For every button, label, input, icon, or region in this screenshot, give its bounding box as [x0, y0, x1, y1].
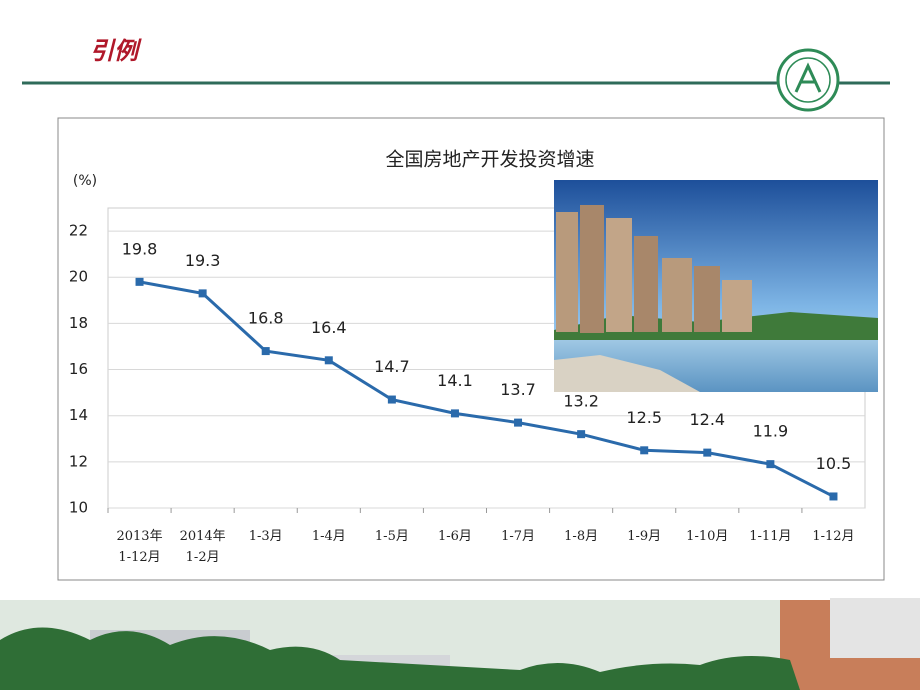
- point: [198, 289, 207, 298]
- x-tick-label: 1-12月: [812, 529, 855, 544]
- y-tick-label: 12: [69, 452, 88, 470]
- point: [324, 356, 333, 365]
- data-label: 11.9: [753, 422, 789, 441]
- data-label: 16.8: [248, 309, 284, 328]
- data-label: 14.1: [437, 371, 473, 390]
- x-tick-label: 1-5月: [374, 529, 409, 544]
- x-tick-label: 1-3月: [248, 529, 283, 544]
- point: [703, 448, 712, 457]
- x-tick-label: 1-8月: [564, 529, 599, 544]
- data-label: 16.4: [311, 318, 347, 337]
- data-label: 19.8: [122, 239, 158, 258]
- x-tick-label: 1-9月: [627, 529, 662, 544]
- x-tick-label: 2014年 1-2月: [179, 529, 226, 565]
- x-tick-label: 1-11月: [749, 529, 792, 544]
- x-tick-label: 1-7月: [501, 529, 535, 544]
- point: [514, 418, 523, 427]
- x-tick-label: 2013年 1-12月: [116, 529, 163, 565]
- y-tick-label: 20: [69, 268, 88, 286]
- point: [577, 430, 586, 439]
- point: [829, 492, 838, 501]
- y-tick-label: 18: [69, 314, 88, 332]
- y-tick-label: 14: [69, 406, 88, 424]
- point: [135, 277, 144, 286]
- y-tick-label: 16: [69, 360, 88, 378]
- x-tick-label: 1-6月: [437, 529, 472, 544]
- x-tick-label: 1-10月: [686, 529, 729, 544]
- point: [450, 409, 459, 418]
- point: [261, 347, 270, 356]
- data-label: 13.7: [500, 380, 536, 399]
- data-label: 19.3: [185, 251, 221, 270]
- photo: [554, 180, 878, 392]
- point: [766, 460, 775, 469]
- data-label: 12.4: [689, 410, 725, 429]
- chart-title: 全国房地产开发投资增速: [385, 149, 594, 171]
- x-tick-label: 1-4月: [311, 529, 346, 544]
- slide-title: 引例: [90, 37, 142, 65]
- point: [640, 446, 649, 455]
- logo: [776, 48, 840, 112]
- y-axis-label: (%): [73, 173, 97, 189]
- campus-strip: [0, 598, 920, 690]
- point: [387, 395, 396, 404]
- data-label: 13.2: [563, 392, 599, 411]
- line: [139, 280, 835, 498]
- y-tick-label: 22: [69, 222, 88, 240]
- data-label: 14.7: [374, 357, 410, 376]
- data-label: 12.5: [626, 408, 662, 427]
- data-label: 10.5: [816, 454, 852, 473]
- y-tick-label: 10: [69, 499, 88, 517]
